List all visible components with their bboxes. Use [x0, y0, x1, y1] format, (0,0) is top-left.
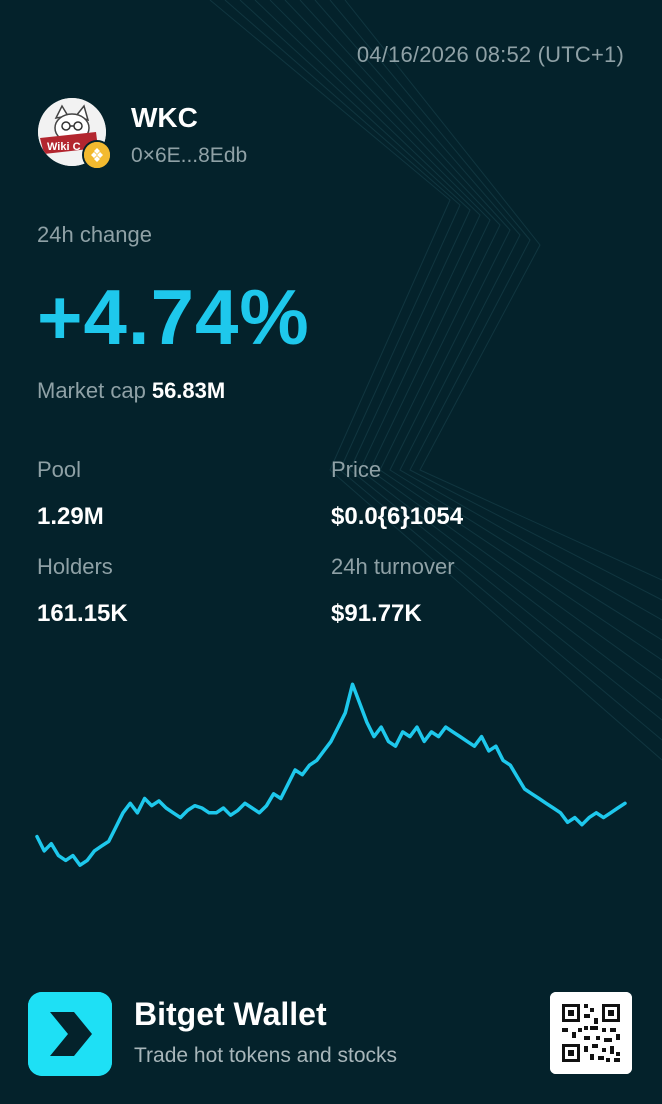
price-chart — [35, 682, 627, 867]
timestamp: 04/16/2026 08:52 (UTC+1) — [356, 42, 624, 67]
turnover-label: 24h turnover — [331, 554, 455, 579]
brand-tagline: Trade hot tokens and stocks — [134, 1044, 398, 1067]
market-cap: Market cap 56.83M — [37, 378, 225, 404]
price-value: $0.0{6}1054 — [331, 503, 464, 530]
price-label: Price — [331, 457, 382, 482]
footer-banner[interactable]: Bitget Wallet Trade hot tokens and stock… — [28, 992, 634, 1076]
qr-code-icon[interactable] — [550, 992, 632, 1074]
change-value: +4.74% — [37, 273, 310, 361]
holders-value: 161.15K — [37, 600, 128, 627]
change-label: 24h change — [37, 222, 152, 247]
avatar-text: Wiki C — [47, 141, 81, 153]
pool-value: 1.29M — [37, 503, 104, 530]
price-line — [35, 682, 627, 867]
bitget-wallet-logo-icon — [28, 992, 112, 1076]
brand-name: Bitget Wallet — [134, 996, 327, 1032]
market-cap-value: 56.83M — [151, 378, 226, 403]
pool-label: Pool — [37, 457, 82, 482]
turnover-value: $91.77K — [331, 600, 422, 627]
token-address[interactable]: 0×6E...8Edb — [131, 144, 248, 167]
bnb-chain-icon — [82, 140, 112, 170]
holders-label: Holders — [37, 554, 113, 579]
market-cap-label: Market cap — [37, 378, 146, 403]
token-name: WKC — [131, 102, 198, 133]
token-header: Wiki C WKC 0×6E...8Edb — [38, 98, 438, 170]
